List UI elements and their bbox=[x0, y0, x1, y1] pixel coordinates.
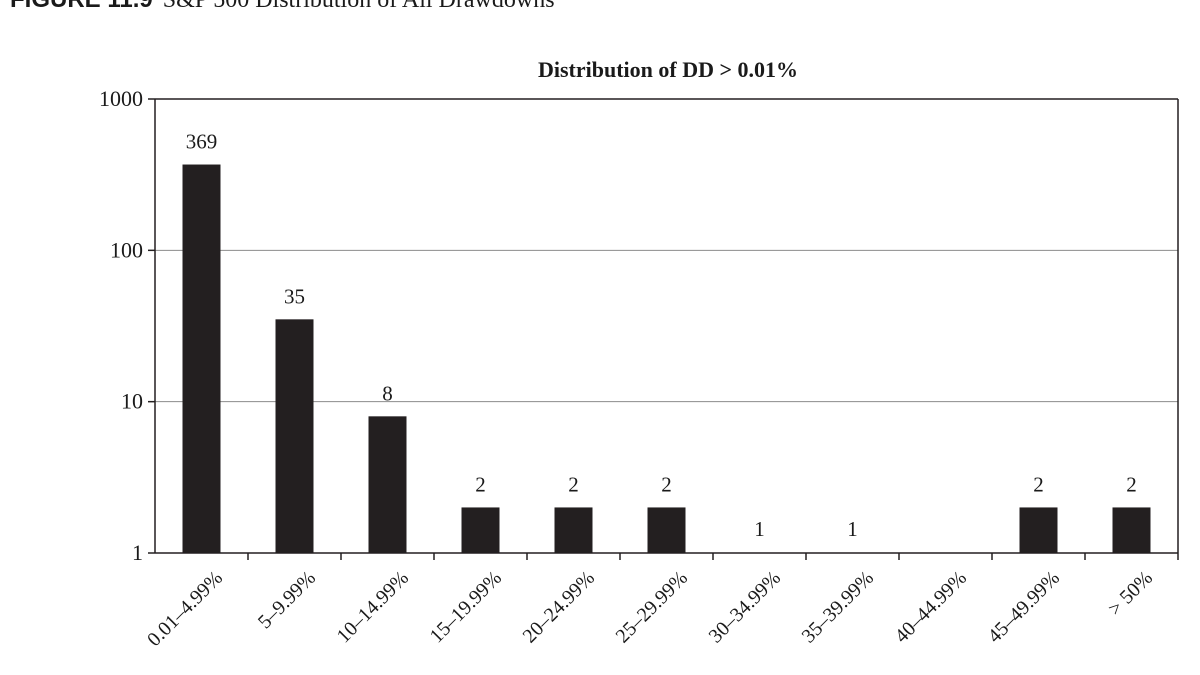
x-category-label: > 50% bbox=[1104, 567, 1157, 620]
bar bbox=[461, 507, 500, 553]
data-label: 35 bbox=[284, 284, 305, 308]
y-tick-label: 100 bbox=[110, 237, 143, 262]
bars bbox=[182, 164, 1151, 553]
bar bbox=[1019, 507, 1058, 553]
bar bbox=[554, 507, 593, 553]
x-category-label: 30–34.99% bbox=[705, 567, 785, 647]
bar bbox=[182, 164, 221, 553]
bar bbox=[1112, 507, 1151, 553]
x-category-label: 15–19.99% bbox=[426, 567, 506, 647]
x-category-label: 20–24.99% bbox=[519, 567, 599, 647]
data-label: 8 bbox=[382, 381, 393, 405]
chart-title: Distribution of DD > 0.01% bbox=[538, 57, 798, 82]
y-tick-label: 10 bbox=[121, 389, 143, 414]
data-label: 1 bbox=[847, 517, 858, 541]
data-label: 2 bbox=[1126, 472, 1137, 496]
data-label: 1 bbox=[754, 517, 765, 541]
y-tick-label: 1 bbox=[132, 540, 143, 565]
data-label: 2 bbox=[568, 472, 579, 496]
x-category-label: 35–39.99% bbox=[798, 567, 878, 647]
labels: 1 10 100 1000 369 0.01–4.99% 35 5–9.99% 8 10–14.9… bbox=[99, 86, 1157, 651]
data-label: 369 bbox=[186, 130, 218, 154]
data-label: 2 bbox=[1033, 472, 1044, 496]
figure-caption-text: S&P 500 Distribution of All Drawdowns bbox=[162, 0, 555, 13]
x-category-label: 40–44.99% bbox=[891, 567, 971, 647]
y-tick-label: 1000 bbox=[99, 86, 143, 111]
data-label: 2 bbox=[475, 472, 486, 496]
x-category-label: 25–29.99% bbox=[612, 567, 692, 647]
x-category-label: 45–49.99% bbox=[984, 567, 1064, 647]
x-category-label: 10–14.99% bbox=[333, 567, 413, 647]
x-category-label: 0.01–4.99% bbox=[143, 567, 227, 651]
axes bbox=[148, 98, 1179, 560]
data-label: 2 bbox=[661, 472, 672, 496]
bar bbox=[275, 319, 314, 553]
bar bbox=[647, 507, 686, 553]
bar bbox=[368, 416, 407, 553]
x-category-label: 5–9.99% bbox=[254, 567, 320, 633]
figure-caption: FIGURE 11.9 S&P 500 Distribution of All D… bbox=[10, 0, 555, 26]
figure-number: FIGURE 11.9 bbox=[10, 0, 153, 13]
